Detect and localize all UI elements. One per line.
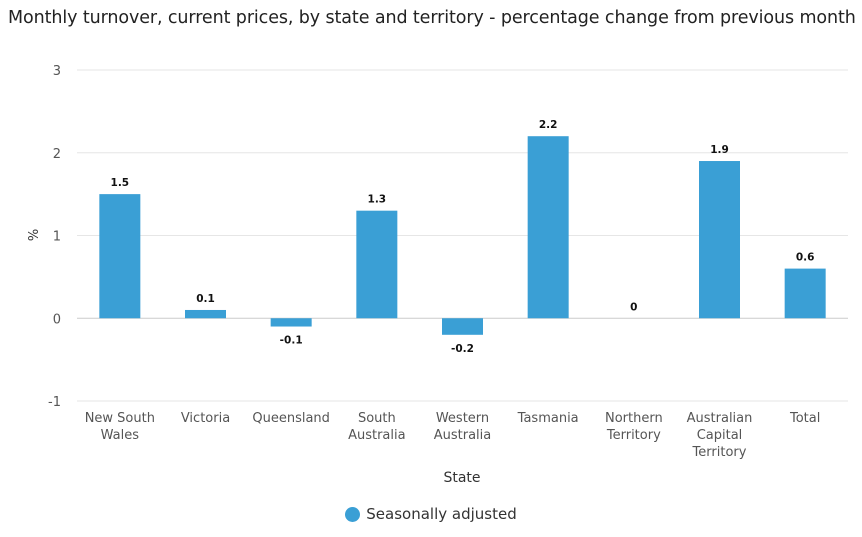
data-label: 0 xyxy=(630,301,637,313)
x-tick-label: Tasmania xyxy=(517,411,579,426)
x-axis-title: State xyxy=(443,470,480,486)
y-tick-label: 3 xyxy=(53,64,61,79)
data-label: 0.1 xyxy=(196,293,215,305)
x-tick-label: Total xyxy=(789,411,820,426)
y-axis-title: % xyxy=(27,229,42,241)
bar-south-australia[interactable] xyxy=(356,210,398,319)
data-label: 1.5 xyxy=(111,177,130,189)
legend: Seasonally adjusted xyxy=(0,505,862,526)
data-label: 0.6 xyxy=(796,252,815,264)
y-tick-label: 1 xyxy=(53,230,61,245)
y-tick-label: 2 xyxy=(53,147,61,162)
y-tick-label: -1 xyxy=(48,395,61,410)
x-tick-label: Australian Capital Territory xyxy=(687,411,753,460)
bar-new-south-wales[interactable] xyxy=(99,194,141,319)
bar-queensland[interactable] xyxy=(270,318,312,327)
bar-victoria[interactable] xyxy=(185,309,226,319)
x-tick-label: Victoria xyxy=(181,411,230,426)
y-tick-label: 0 xyxy=(53,312,61,327)
x-tick-label: Queensland xyxy=(252,411,330,426)
legend-label: Seasonally adjusted xyxy=(366,505,517,523)
legend-item-seasonally-adjusted[interactable]: Seasonally adjusted xyxy=(345,505,517,523)
x-tick-label: Western Australia xyxy=(434,411,492,443)
data-label: -0.1 xyxy=(280,335,303,347)
bar-western-australia[interactable] xyxy=(442,318,483,335)
x-tick-label: New South Wales xyxy=(85,411,155,443)
bar-total[interactable] xyxy=(784,268,826,319)
data-label: 1.9 xyxy=(710,144,729,156)
x-tick-label: South Australia xyxy=(348,411,406,443)
bar-australian-capital-territory[interactable] xyxy=(699,161,740,319)
legend-marker xyxy=(345,506,361,522)
bar-tasmania[interactable] xyxy=(527,136,569,319)
data-label: 2.2 xyxy=(539,119,558,131)
chart-title: Monthly turnover, current prices, by sta… xyxy=(8,8,856,28)
data-label: 1.3 xyxy=(368,194,387,206)
x-tick-label: Northern Territory xyxy=(605,411,663,443)
data-label: -0.2 xyxy=(451,343,474,355)
